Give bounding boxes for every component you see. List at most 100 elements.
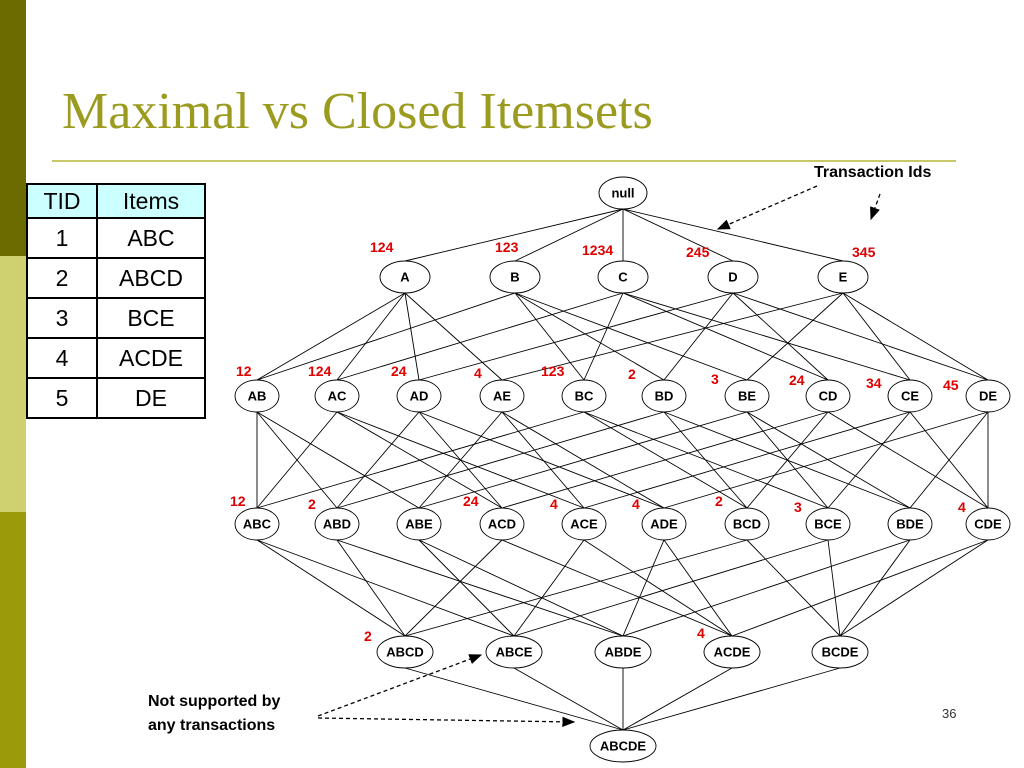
lattice-edge — [622, 292, 911, 381]
itemset-node-label: BCDE — [822, 645, 859, 660]
transaction-id-label-ABC: 12 — [230, 493, 246, 509]
transaction-id-label-ADE: 4 — [632, 496, 640, 512]
lattice-edge — [336, 411, 665, 509]
lattice-edge — [256, 292, 406, 381]
itemset-node-label: BDE — [896, 517, 924, 532]
lattice-edge — [583, 411, 911, 509]
itemset-node-shape — [724, 507, 770, 541]
itemset-node-label: ABDE — [605, 645, 642, 660]
lattice-edge — [731, 539, 989, 637]
lattice-edge — [256, 539, 515, 637]
page-number: 36 — [942, 706, 957, 721]
lattice-edge — [501, 411, 585, 509]
lattice-edge — [418, 539, 624, 637]
itemset-node-shape — [234, 507, 280, 541]
transaction-id-label-C: 1234 — [582, 242, 613, 258]
itemset-node-label: ACDE — [714, 645, 751, 660]
itemset-node-ADE: ADE — [641, 507, 687, 541]
itemset-node-label: ACE — [570, 517, 598, 532]
itemset-node-label: D — [728, 270, 737, 285]
itemset-node-A: A — [379, 260, 431, 294]
itemset-node-label: ABCDE — [600, 739, 647, 754]
itemset-node-label: BE — [738, 389, 756, 404]
itemset-node-shape — [811, 635, 869, 669]
transaction-id-label-A: 124 — [370, 239, 394, 255]
itemset-node-BDE: BDE — [887, 507, 933, 541]
table-cell-items: ACDE — [96, 337, 206, 379]
itemset-node-ABE: ABE — [396, 507, 442, 541]
lattice-edge — [827, 411, 989, 509]
transaction-id-label-AB: 12 — [236, 363, 252, 379]
itemset-node-ABC: ABC — [234, 507, 280, 541]
itemset-node-shape — [641, 379, 687, 413]
itemset-node-shape — [887, 507, 933, 541]
lattice-edge — [404, 539, 503, 637]
lattice-edge — [513, 667, 624, 731]
itemset-node-ABDE: ABDE — [594, 635, 652, 669]
itemset-node-label: CE — [901, 389, 919, 404]
lattice-edge — [746, 539, 841, 637]
callout-arrow — [317, 654, 483, 717]
lattice-edge — [746, 292, 844, 381]
lattice-edge — [418, 292, 734, 381]
table-header-row: TID Items — [26, 183, 206, 219]
transaction-id-label-BC: 123 — [541, 363, 565, 379]
lattice-edge — [404, 539, 748, 637]
table-header-items: Items — [96, 183, 206, 219]
itemset-node-ABCDE: ABCDE — [589, 729, 657, 763]
itemset-node-label: ABCD — [386, 645, 424, 660]
itemset-node-shape — [598, 176, 648, 210]
itemset-node-shape — [597, 260, 649, 294]
itemset-node-label: ABC — [243, 517, 272, 532]
itemset-node-CE: CE — [887, 379, 933, 413]
itemset-node-shape — [234, 379, 280, 413]
transaction-id-label-AD: 24 — [391, 363, 407, 379]
lattice-edge — [404, 292, 503, 381]
transaction-id-label-CD: 24 — [789, 372, 805, 388]
table-cell-items: ABCD — [96, 257, 206, 299]
itemset-node-ACDE: ACDE — [703, 635, 761, 669]
itemset-node-shape — [314, 507, 360, 541]
lattice-edge — [827, 539, 841, 637]
lattice-edge — [663, 292, 734, 381]
table-cell-tid: 2 — [26, 257, 98, 299]
itemset-node-label: CD — [819, 389, 838, 404]
itemset-node-shape — [396, 507, 442, 541]
lattice-edge — [404, 208, 624, 262]
lattice-edge — [514, 292, 665, 381]
itemset-node-shape — [965, 379, 1011, 413]
table-row: 4 ACDE — [26, 337, 206, 379]
itemset-node-label: BC — [575, 389, 594, 404]
itemset-node-CD: CD — [805, 379, 851, 413]
lattice-edge — [839, 539, 911, 637]
lattice-edge — [336, 292, 624, 381]
lattice-edge — [842, 292, 989, 381]
itemset-node-shape — [805, 379, 851, 413]
itemset-node-shape — [805, 507, 851, 541]
slide-title: Maximal vs Closed Itemsets — [62, 83, 653, 140]
lattice-edge — [256, 411, 338, 509]
transaction-id-label-ACDE: 4 — [697, 625, 705, 641]
itemset-node-shape — [724, 379, 770, 413]
transaction-id-label-DE: 45 — [943, 377, 959, 393]
lattice-edge — [256, 411, 420, 509]
itemset-node-BD: BD — [641, 379, 687, 413]
itemset-node-BE: BE — [724, 379, 770, 413]
callout-not-supported-line2: any transactions — [148, 717, 275, 734]
itemset-node-label: BCD — [733, 517, 761, 532]
itemset-node-shape — [379, 260, 431, 294]
sidebar-decoration — [0, 0, 26, 768]
itemset-node-shape — [594, 635, 652, 669]
lattice-edge — [256, 292, 516, 381]
transaction-id-label-ACE: 4 — [550, 496, 558, 512]
itemset-node-label: ABE — [405, 517, 433, 532]
lattice-edge — [336, 292, 406, 381]
itemset-node-label: BD — [655, 389, 674, 404]
lattice-edge — [583, 539, 733, 637]
lattice-edge — [663, 411, 748, 509]
lattice-edge — [514, 292, 748, 381]
itemset-node-shape — [561, 507, 607, 541]
itemset-node-label: DE — [979, 389, 997, 404]
itemset-node-BCD: BCD — [724, 507, 770, 541]
